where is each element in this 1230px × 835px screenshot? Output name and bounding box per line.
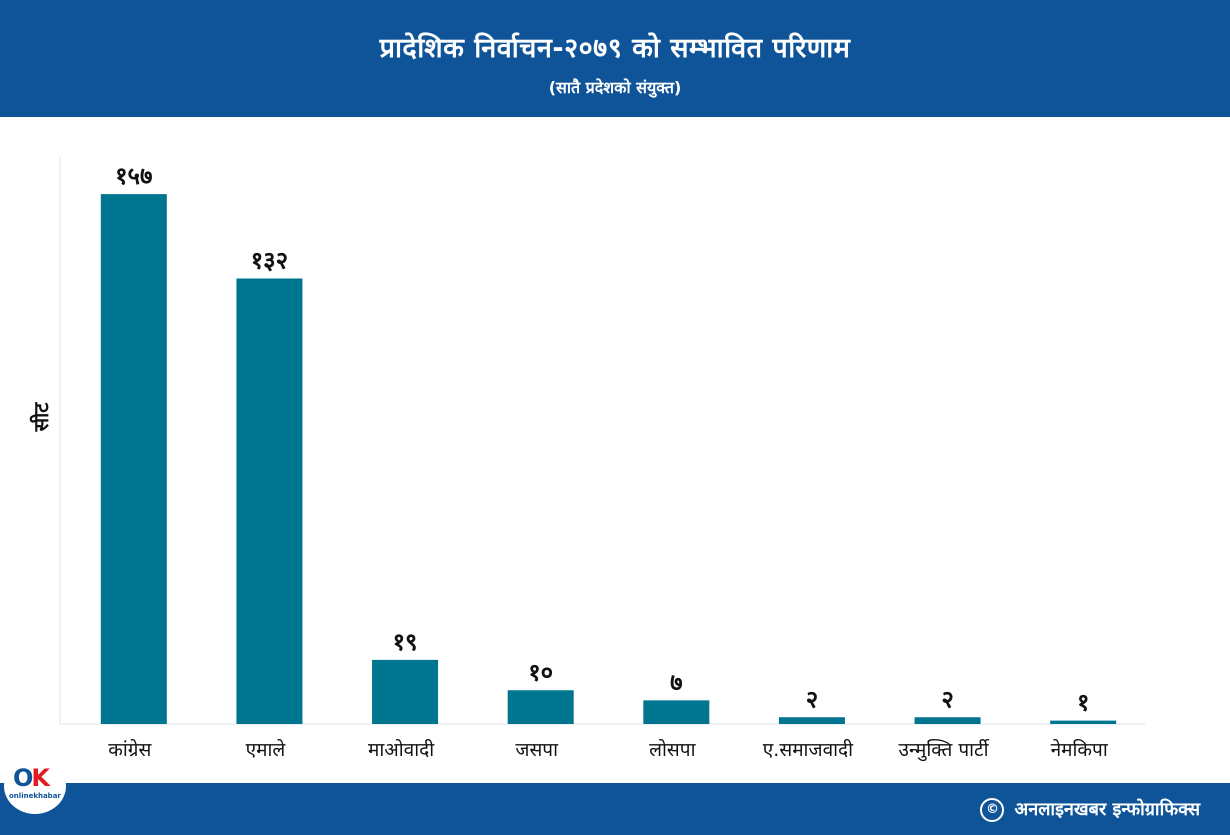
x-tick-label-7: उन्मुक्ति पार्टी [899,738,990,762]
bar-1 [100,194,167,724]
bar-4 [507,690,574,724]
data-label-7: २ [941,685,953,713]
x-tick-label-4: जसपा [515,739,559,761]
data-label-1: १५७ [115,162,152,190]
data-label-8: १ [1077,689,1089,717]
footer-banner: © अनलाइनखबर इन्फोग्राफिक्स [0,783,1230,835]
y-axis-label: सीट [29,402,53,433]
bar-8 [1050,720,1117,724]
copyright-icon: © [980,798,1005,822]
x-tick-label-6: ए.समाजवादी [763,738,854,761]
logo-mark: OK [13,764,50,792]
chart-subtitle: (सातै प्रदेशको संयुक्त) [548,78,682,97]
bar-5 [643,700,710,724]
data-label-3: १९ [393,628,418,656]
footer-credit: © अनलाइनखबर इन्फोग्राफिक्स [980,797,1200,822]
x-tick-label-3: माओवादी [368,738,435,761]
logo-brand-text: onlinekhabar [9,792,61,800]
data-label-5: ७ [670,668,682,696]
data-label-4: १० [528,658,553,686]
header-banner: प्रादेशिक निर्वाचन-२०७९ को सम्भावित परिण… [0,0,1230,117]
data-label-2: १३२ [251,247,288,275]
bar-7 [914,717,981,724]
bar-chart: सीट १५७ कांग्रेस १३२ एमाले १९ माओवादी १० जसपा ७ लो… [29,157,1145,762]
chart-title: प्रादेशिक निर्वाचन-२०७९ को सम्भावित परिण… [379,33,851,64]
onlinekhabar-logo: OK onlinekhabar [4,758,66,814]
x-tick-label-8: नेमकिपा [1051,738,1109,761]
bar-2 [236,278,303,724]
x-tick-label-1: कांग्रेस [108,738,152,761]
x-tick-label-5: लोसपा [649,738,696,761]
bar-6 [778,717,845,724]
bar-3 [372,659,439,724]
footer-credit-text: अनलाइनखबर इन्फोग्राफिक्स [1014,799,1200,820]
x-tick-label-2: एमाले [246,738,287,761]
data-label-6: २ [806,685,818,713]
